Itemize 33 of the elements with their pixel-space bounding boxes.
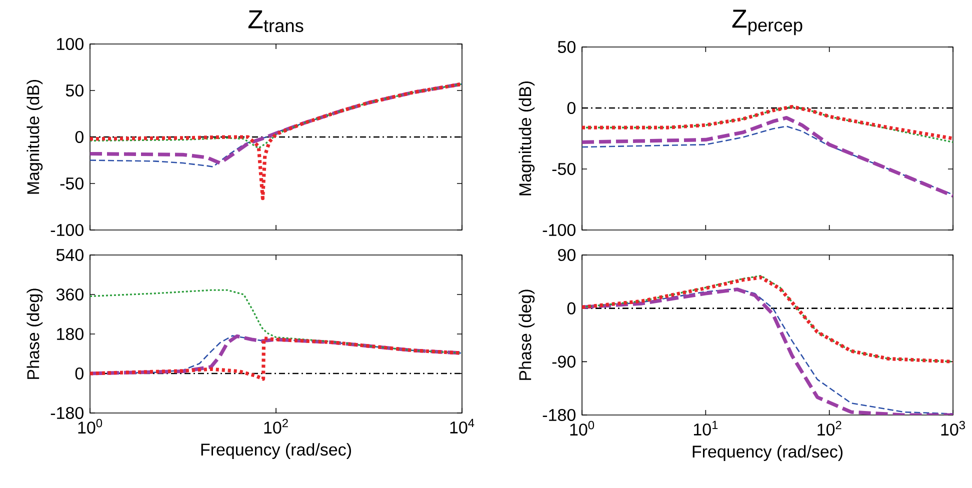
chart-title: Z$_{percep}$ [732,10,802,36]
y-tick-label: -90 [552,356,576,368]
y-tick-label: -180 [50,406,84,420]
y-tick-label: 180 [57,328,84,340]
y-tick-label: 0 [75,130,84,144]
y-tick-label: 100 [57,38,84,50]
x-tick-label: 10$^{2}$ [264,418,288,434]
y-tick-label: -50 [60,177,84,190]
x-tick-label: 10$^{1}$ [694,420,718,436]
y-tick-label: 0 [75,367,84,380]
y-tick-label: 50 [66,84,84,97]
y-tick-label: -50 [552,162,576,176]
y-tick-label: 0 [567,302,576,314]
chart-title: Z$_{trans}$ [248,10,304,32]
y-tick-label: 540 [56,248,84,262]
y-axis-title: Magnitude (dB) [518,81,535,196]
y-tick-label: -180 [542,408,576,422]
y-tick-label: 360 [56,288,84,301]
x-axis-title: Frequency (rad/sec) [201,443,351,459]
y-tick-label: 0 [567,102,576,114]
y-axis-title: Phase (deg) [26,288,43,379]
y-tick-label: -100 [50,224,84,236]
x-axis-title: Frequency (rad/sec) [692,445,842,461]
x-tick-label: 10$^{3}$ [941,420,965,436]
x-tick-label: 10$^{0}$ [78,418,102,434]
x-tick-label: 10$^{0}$ [570,420,594,436]
y-tick-label: -100 [542,224,576,236]
y-axis-title: Magnitude (dB) [26,80,43,194]
y-tick-label: 90 [558,248,576,262]
y-tick-label: 50 [558,40,576,54]
y-axis-title: Phase (deg) [518,290,535,380]
x-tick-label: 10$^{4}$ [450,418,474,434]
x-tick-label: 10$^{2}$ [818,420,842,436]
